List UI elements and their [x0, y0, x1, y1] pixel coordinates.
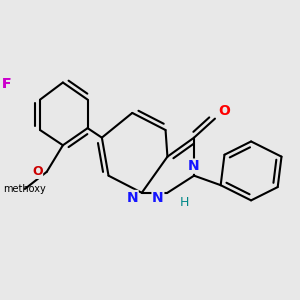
Text: H: H — [180, 196, 189, 209]
Text: N: N — [152, 190, 164, 205]
Text: F: F — [2, 77, 12, 92]
Text: O: O — [32, 165, 43, 178]
Text: O: O — [218, 104, 230, 118]
Text: N: N — [188, 159, 200, 173]
Text: F: F — [2, 77, 12, 92]
Text: methoxy: methoxy — [4, 184, 46, 194]
Text: N: N — [127, 190, 138, 205]
